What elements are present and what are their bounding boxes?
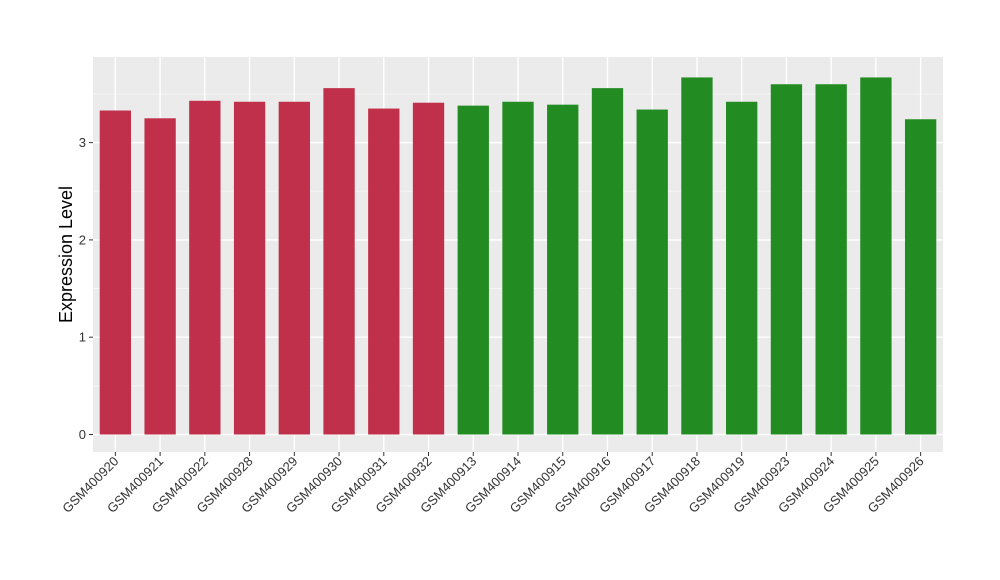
bars xyxy=(99,77,937,435)
bar xyxy=(547,104,579,435)
y-tick-label: 0 xyxy=(79,427,86,442)
bar xyxy=(99,110,132,435)
bar xyxy=(368,108,400,435)
bar xyxy=(591,88,624,435)
bar xyxy=(412,102,445,435)
bar xyxy=(189,100,221,435)
bar xyxy=(144,118,176,435)
bar xyxy=(681,77,713,435)
bar xyxy=(233,101,266,435)
bar xyxy=(770,84,803,435)
bar xyxy=(502,101,534,435)
bar xyxy=(815,84,847,435)
y-axis: 0 1 2 3 xyxy=(79,135,93,442)
bar xyxy=(636,109,668,435)
y-tick-label: 2 xyxy=(79,232,86,247)
y-tick-label: 3 xyxy=(79,135,86,150)
bar xyxy=(904,119,937,435)
bar xyxy=(278,101,310,435)
bar xyxy=(860,77,892,435)
y-tick-label: 1 xyxy=(79,330,86,345)
bar xyxy=(726,101,758,435)
bar xyxy=(457,105,489,435)
y-axis-title: Expression Level xyxy=(56,186,76,323)
bar xyxy=(323,88,355,435)
x-axis: GSM400920GSM400921GSM400922GSM400928GSM4… xyxy=(59,452,927,516)
